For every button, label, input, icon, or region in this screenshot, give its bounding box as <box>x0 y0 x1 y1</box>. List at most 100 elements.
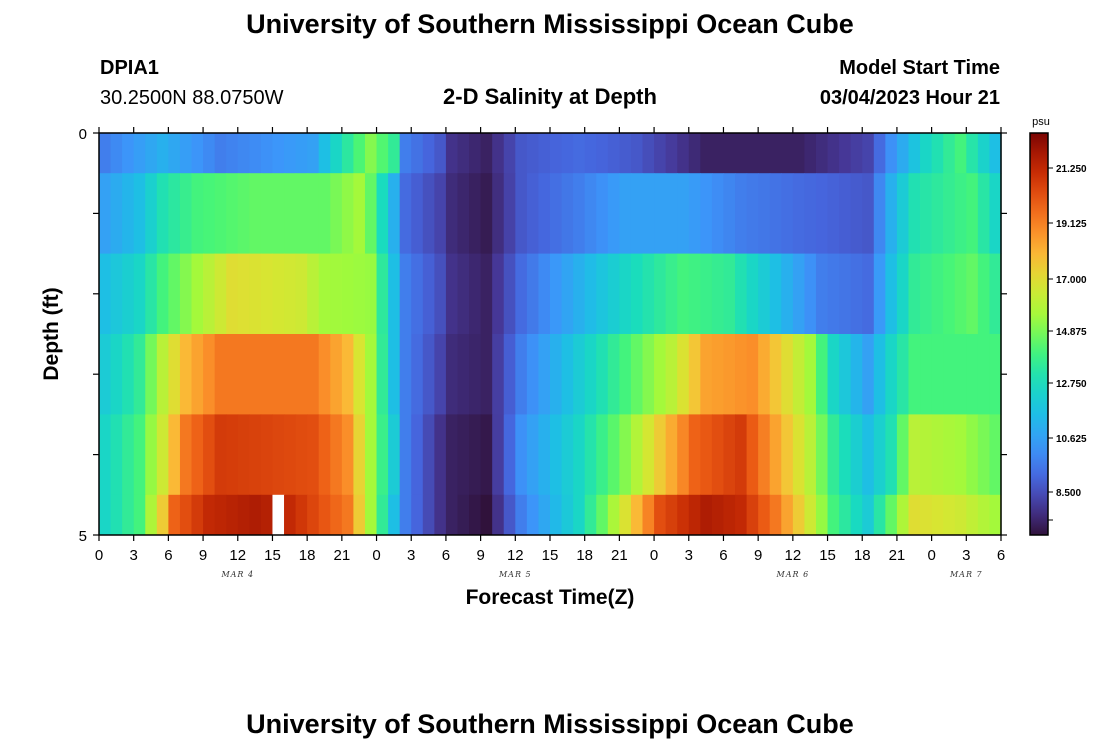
heatmap-cell <box>792 133 806 174</box>
heatmap-cell <box>376 253 389 335</box>
heatmap-cell <box>700 133 713 174</box>
heatmap-cell <box>318 173 331 254</box>
heatmap-cell <box>723 133 736 174</box>
heatmap-cell <box>99 173 112 254</box>
heatmap-cell <box>133 414 146 496</box>
heatmap-cell <box>550 133 563 174</box>
heatmap-cell <box>411 334 424 415</box>
heatmap-cell <box>885 133 898 174</box>
heatmap-cell <box>769 173 782 254</box>
heatmap-cell <box>110 494 123 536</box>
heatmap-cell <box>399 253 412 335</box>
heatmap-cell <box>561 173 574 254</box>
heatmap-cell <box>688 414 701 496</box>
model-start-value: 03/04/2023 Hour 21 <box>819 87 1000 109</box>
heatmap-cell <box>330 494 343 536</box>
heatmap-cell <box>237 133 250 174</box>
heatmap-cell <box>376 334 389 415</box>
heatmap-cell <box>168 414 181 496</box>
x-tick-label: 9 <box>754 547 762 564</box>
heatmap-cell <box>711 173 725 254</box>
heatmap-cell <box>781 173 794 254</box>
heatmap-cell <box>179 334 193 415</box>
heatmap-cell <box>330 253 343 335</box>
heatmap-cell <box>931 414 944 496</box>
heatmap-cell <box>746 253 759 335</box>
heatmap-cell <box>110 253 123 335</box>
heatmap-cell <box>538 494 551 536</box>
heatmap-cell <box>99 253 112 335</box>
heatmap-cell <box>630 253 644 335</box>
heatmap-cell <box>110 173 123 254</box>
heatmap-cell <box>272 133 285 174</box>
heatmap-cell <box>792 414 806 496</box>
heatmap-cell <box>804 173 817 254</box>
heatmap-cell <box>515 334 528 415</box>
heatmap-cell <box>920 133 933 174</box>
heatmap-cell <box>445 334 459 415</box>
heatmap-cell <box>179 173 193 254</box>
heatmap-cell <box>758 494 771 536</box>
heatmap-cell <box>411 253 424 335</box>
heatmap-cell <box>550 414 563 496</box>
heatmap-cell <box>249 494 262 536</box>
heatmap-cell <box>492 133 505 174</box>
heatmap-cell <box>480 414 493 496</box>
heatmap-cell <box>920 173 933 254</box>
heatmap-cell <box>179 494 193 536</box>
heatmap-cell <box>642 133 655 174</box>
heatmap-cell <box>839 173 852 254</box>
heatmap-cell <box>735 133 748 174</box>
heatmap-cell <box>203 173 216 254</box>
heatmap-cell <box>862 494 875 536</box>
heatmap-cell <box>480 133 493 174</box>
x-tick-label: 9 <box>476 547 484 564</box>
heatmap-cell <box>249 253 262 335</box>
heatmap-cell <box>260 173 274 254</box>
heatmap-cell <box>896 253 910 335</box>
heatmap-cell <box>619 494 632 536</box>
heatmap-cell <box>850 334 863 415</box>
heatmap-cell <box>284 334 297 415</box>
heatmap-cell <box>654 173 667 254</box>
x-tick-label: 6 <box>997 547 1005 564</box>
heatmap-cell <box>237 334 250 415</box>
heatmap-cell <box>226 173 239 254</box>
heatmap-cell <box>908 133 921 174</box>
heatmap-cell <box>792 334 806 415</box>
heatmap-cell <box>596 173 609 254</box>
heatmap-cell <box>966 334 979 415</box>
heatmap-cell <box>364 494 378 536</box>
heatmap-cell <box>122 494 135 536</box>
date-label: MAR 6 <box>776 570 810 579</box>
heatmap-cell <box>642 173 655 254</box>
heatmap-cell <box>399 414 412 496</box>
heatmap-cell <box>156 253 169 335</box>
heatmap-cell <box>110 334 123 415</box>
heatmap-cell <box>723 334 736 415</box>
heatmap-cell <box>411 133 424 174</box>
heatmap-cell <box>781 334 794 415</box>
heatmap-cell <box>654 133 667 174</box>
heatmap-cell <box>457 133 470 174</box>
heatmap-cell <box>573 133 586 174</box>
heatmap-cell <box>642 253 655 335</box>
heatmap-cell <box>399 334 412 415</box>
heatmap-cell <box>896 133 910 174</box>
heatmap-cell <box>422 334 435 415</box>
heatmap-cell <box>237 253 250 335</box>
heatmap-cell <box>503 253 516 335</box>
heatmap-cell <box>469 173 482 254</box>
heatmap-cell <box>364 334 378 415</box>
heatmap-cell <box>920 334 933 415</box>
heatmap-cell <box>873 334 886 415</box>
heatmap-cell <box>920 253 933 335</box>
heatmap-cell <box>284 414 297 496</box>
heatmap-cell <box>688 253 701 335</box>
heatmap-cell <box>977 173 991 254</box>
heatmap-cell <box>341 133 355 174</box>
heatmap-cell <box>665 494 678 536</box>
x-tick-label: 9 <box>199 547 207 564</box>
heatmap-cell <box>307 253 320 335</box>
heatmap-cell <box>954 173 967 254</box>
